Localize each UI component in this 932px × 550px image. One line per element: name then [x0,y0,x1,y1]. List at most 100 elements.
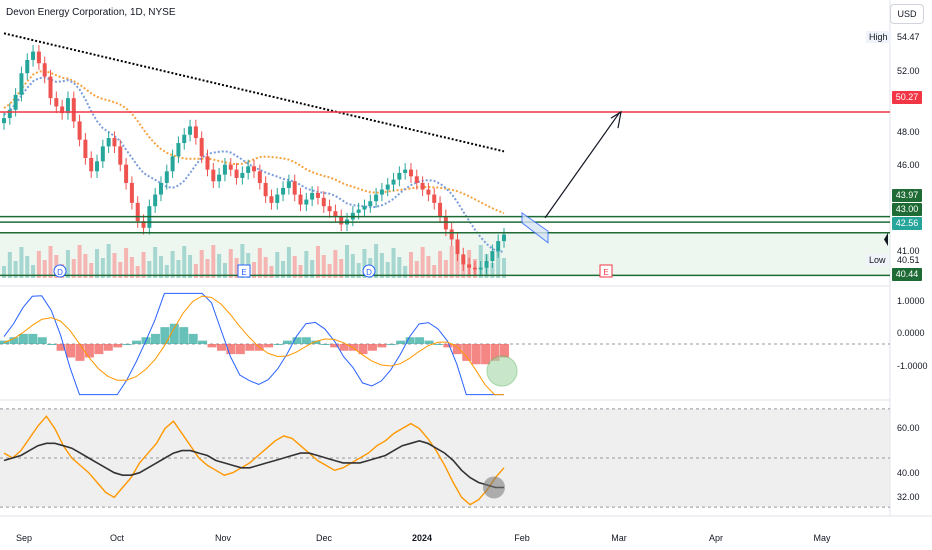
candle-body [252,166,256,172]
x-tick-feb: Feb [514,533,530,543]
rsi-highlight-circle [483,476,505,499]
candle-body [199,138,204,157]
macd-histogram-bar [424,340,434,344]
x-tick-may: May [813,533,831,543]
volume-bar [135,266,140,278]
candle-body [257,171,262,183]
candle-body [420,182,425,190]
volume-bar [496,249,501,278]
projection-channel [521,211,549,244]
candle-body [228,164,233,170]
volume-bar [106,244,111,278]
candle-body [385,184,390,190]
volume-bar [13,261,18,278]
candle-body [234,169,239,178]
candle-body [205,156,210,170]
macd-line [3,292,504,396]
volume-bar [490,263,495,278]
price-badge-40-44: 40.44 [892,268,922,281]
volume-bar [292,256,297,278]
volume-bar [147,261,152,278]
volume-bar [240,244,245,278]
macd-histogram-bar [245,344,255,351]
projection-arrow-head [610,110,622,129]
candle-body [490,251,495,262]
macd-tick: 1.0000 [897,296,925,306]
volume-bar [193,264,198,278]
macd-histogram-bar [500,344,509,358]
macd-histogram-bar [490,344,500,361]
macd-histogram-bar [292,337,302,344]
volume-bar [77,245,82,278]
candle-body [19,73,24,95]
event-marker[interactable]: D [53,264,67,278]
candle-body [315,192,320,198]
volume-bar [286,247,291,278]
currency-button[interactable]: USD [890,4,924,24]
candle-body [112,138,117,147]
volume-bar [25,256,30,278]
candle-body [83,139,88,158]
candle-body [124,164,129,183]
volume-bar [321,255,326,278]
event-marker[interactable]: E [237,264,251,278]
volume-bar [379,253,384,278]
macd-histogram-bar [462,344,472,361]
macd-histogram-bar [386,344,396,345]
price-tick: 48.00 [897,127,920,137]
x-tick-apr: Apr [708,533,724,543]
price-badge-43-97: 43.97 [892,189,922,202]
macd-histogram-bar [94,344,104,355]
ma-long-line [3,32,505,153]
macd-histogram-bar [66,344,76,358]
volume-bar [455,255,460,278]
volume-bar [141,252,146,278]
high-value: 54.47 [897,32,920,42]
volume-bar [362,249,367,278]
candle-body [484,261,489,268]
macd-histogram-bar [226,344,236,355]
volume-bar [2,266,6,278]
volume-bar [153,247,158,278]
chart-title: Devon Energy Corporation, 1D, NYSE [6,7,176,18]
volume-bar [217,254,222,278]
volume-bar [391,248,396,278]
candle-body [106,138,111,147]
candle-body [77,121,82,140]
x-tick-mar: Mar [611,533,627,543]
volume-bar [89,263,94,278]
macd-histogram-bar [349,344,359,351]
volume-bar [275,252,280,278]
volume-bar [304,251,309,278]
macd-histogram-bar [179,327,189,344]
volume-bar [42,260,47,278]
volume-bar [426,256,431,278]
candle-body [379,189,384,195]
macd-highlight-circle [486,355,518,387]
event-marker[interactable]: E [599,264,613,278]
macd-histogram-bar [452,344,462,355]
volume-bar [228,249,233,278]
volume-bar [199,250,204,278]
volume-bar [339,259,344,278]
macd-histogram-bar [471,344,481,365]
candle-body [65,98,70,114]
candle-body [426,189,431,195]
volume-bar [315,246,320,278]
volume-bar [420,247,425,278]
macd-histogram-bar [396,340,406,344]
volume-bar [403,266,408,278]
candle-body [478,267,483,270]
macd-histogram-bar [320,344,330,345]
volume-bar [502,258,506,278]
macd-histogram-bar [103,344,113,351]
volume-bar [222,263,227,278]
macd-histogram-bar [405,337,415,344]
price-tick: 41.00 [897,246,920,256]
projection-arrow [544,111,621,219]
high-label: High [866,31,891,43]
event-marker[interactable]: D [362,264,376,278]
x-tick-dec: Dec [315,533,333,543]
volume-bar [443,260,448,278]
